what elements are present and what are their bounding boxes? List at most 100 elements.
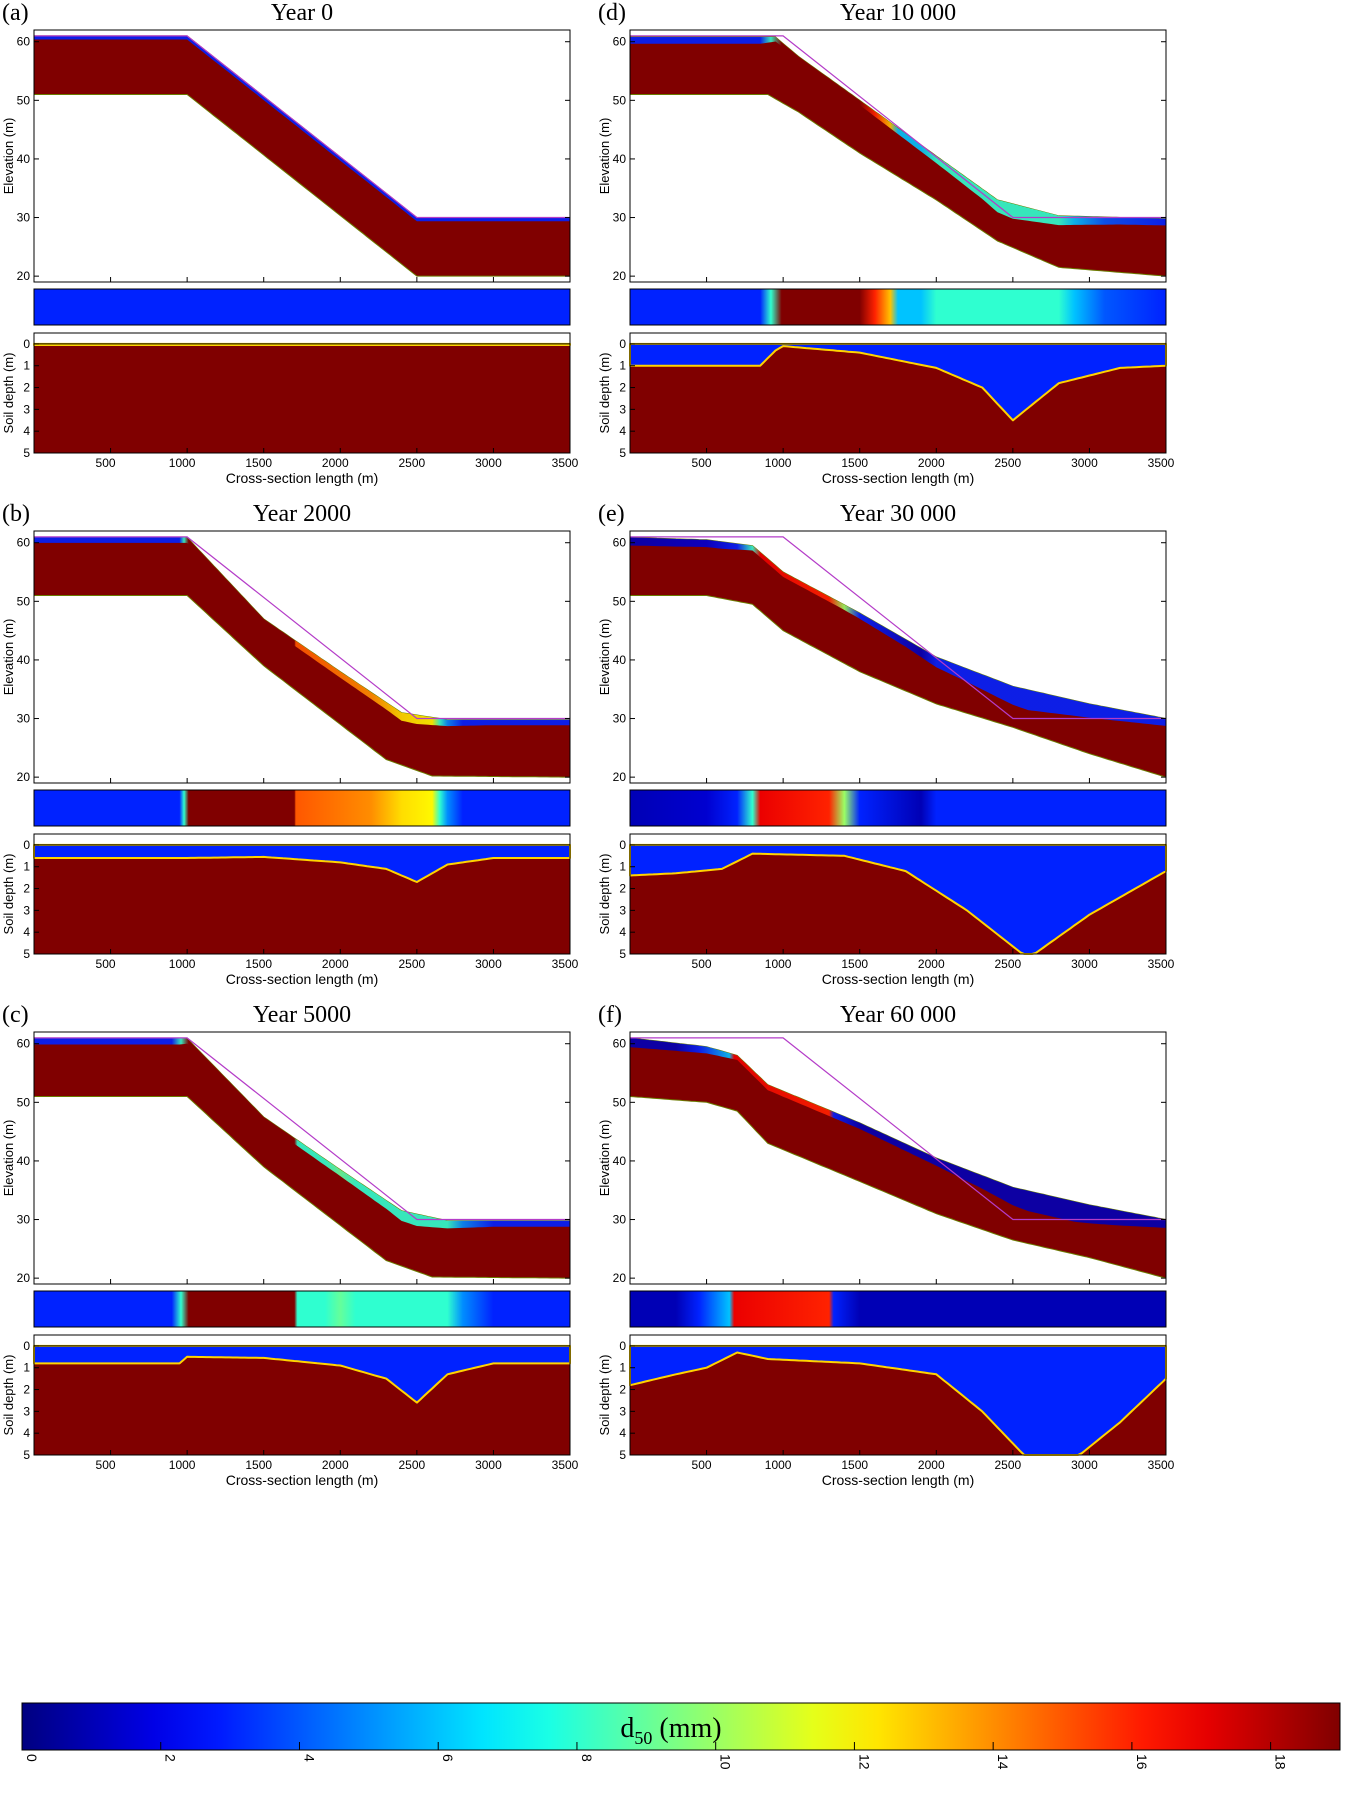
panel-title: Year 5000: [253, 1002, 351, 1028]
elevation-tick-label: 30: [17, 1213, 31, 1227]
x-axis-label: Cross-section length (m): [226, 971, 379, 987]
x-tick-label: 1000: [765, 1458, 792, 1472]
x-axis-label: Cross-section length (m): [226, 1472, 379, 1488]
elevation-tick-label: 60: [613, 536, 627, 550]
x-tick-label: 3000: [475, 957, 502, 971]
panel-title: Year 0: [271, 0, 333, 26]
elevation-tick-label: 30: [17, 211, 31, 225]
x-tick-label: 3500: [552, 957, 579, 971]
colorbar-tick-label: 14: [995, 1754, 1011, 1770]
depth-tick-label: 1: [619, 359, 626, 373]
initial-surface-line: [630, 1037, 1166, 1221]
surface-d50-strip: [33, 1290, 571, 1328]
surface-d50-strip: [629, 288, 1167, 326]
x-tick-label: 2500: [399, 957, 426, 971]
panel-title: Year 30 000: [840, 501, 956, 527]
depth-plot-frame: [629, 1334, 1167, 1456]
elevation-tick-label: 20: [17, 1271, 31, 1285]
initial-surface-line: [630, 536, 1166, 720]
depth-tick-label: 3: [619, 903, 626, 917]
elevation-axis-label: Elevation (m): [1, 619, 16, 696]
elevation-tick-label: 30: [613, 712, 627, 726]
x-tick-label: 2000: [918, 957, 945, 971]
depth-axis-label: Soil depth (m): [1, 353, 16, 434]
depth-tick-label: 4: [23, 1426, 30, 1440]
depth-tick-label: 2: [619, 381, 626, 395]
elevation-tick-label: 20: [613, 770, 627, 784]
depth-tick-label: 5: [619, 446, 626, 460]
depth-plot-frame: [629, 332, 1167, 454]
x-tick-label: 3500: [1148, 1458, 1175, 1472]
depth-tick-label: 3: [619, 1404, 626, 1418]
elevation-tick-label: 30: [17, 712, 31, 726]
depth-tick-label: 3: [23, 402, 30, 416]
depth-axis-label: Soil depth (m): [597, 353, 612, 434]
colorbar-label-sub: 50: [634, 1728, 652, 1748]
depth-tick-label: 4: [23, 424, 30, 438]
surface-d50-strip: [33, 789, 571, 827]
depth-fine-region: [629, 843, 1167, 955]
initial-surface-line: [34, 1037, 570, 1221]
depth-tick-label: 0: [23, 838, 30, 852]
depth-tick-label: 3: [23, 903, 30, 917]
colorbar-tick-label: 10: [718, 1754, 734, 1770]
x-tick-label: 1000: [169, 957, 196, 971]
x-tick-label: 3500: [1148, 456, 1175, 470]
depth-coarse-body: [34, 343, 570, 453]
x-tick-label: 1000: [169, 456, 196, 470]
panel-title: Year 2000: [253, 501, 351, 527]
initial-surface-line: [630, 35, 1166, 219]
colorbar-label-main: d: [620, 1713, 634, 1744]
depth-plot-frame: [33, 833, 571, 955]
colorbar-gradient: [21, 1702, 1341, 1751]
depth-fine-region: [33, 1344, 571, 1404]
depth-tick-label: 2: [23, 381, 30, 395]
elevation-axis-label: Elevation (m): [1, 1120, 16, 1197]
elevation-tick-label: 20: [17, 770, 31, 784]
depth-plot-frame: [33, 332, 571, 454]
x-axis-label: Cross-section length (m): [822, 971, 975, 987]
elevation-tick-label: 50: [17, 594, 31, 608]
elevation-tick-label: 40: [17, 152, 31, 166]
surface-d50-strip: [629, 1290, 1167, 1328]
depth-fine-region: [629, 342, 1167, 422]
depth-tick-label: 4: [619, 925, 626, 939]
x-tick-label: 1500: [841, 456, 868, 470]
elevation-axis-label: Elevation (m): [1, 118, 16, 195]
x-tick-label: 2000: [322, 456, 349, 470]
elevation-tick-label: 20: [17, 269, 31, 283]
elevation-tick-label: 60: [17, 536, 31, 550]
elevation-tick-label: 30: [613, 211, 627, 225]
elevation-plot-frame: [629, 29, 1167, 283]
x-tick-label: 3500: [1148, 957, 1175, 971]
x-tick-label: 2500: [995, 957, 1022, 971]
depth-plot-frame: [33, 1334, 571, 1456]
x-tick-label: 1500: [245, 1458, 272, 1472]
depth-fine-region: [629, 1344, 1167, 1456]
surface-d50-strip: [629, 789, 1167, 827]
colorbar-label-unit: (mm): [652, 1713, 721, 1744]
elevation-tick-label: 50: [17, 93, 31, 107]
colorbar-tick-label: 4: [301, 1754, 317, 1762]
x-tick-label: 500: [96, 957, 116, 971]
x-tick-label: 2500: [995, 456, 1022, 470]
panel-letter: (f): [598, 1002, 622, 1028]
depth-tick-label: 1: [619, 1361, 626, 1375]
elevation-plot-frame: [629, 1031, 1167, 1285]
depth-tick-label: 4: [619, 424, 626, 438]
colorbar: d50 (mm) 0 2 4 6 8 10 12 14 16 18: [21, 1702, 1341, 1770]
colorbar-tick-label: 18: [1273, 1754, 1289, 1770]
depth-tick-label: 0: [619, 838, 626, 852]
x-tick-label: 500: [692, 1458, 712, 1472]
panel-title: Year 60 000: [840, 1002, 956, 1028]
depth-plot-frame: [629, 833, 1167, 955]
colorbar-label: d50 (mm): [620, 1713, 721, 1748]
fine-surface-layer: [34, 35, 570, 222]
depth-tick-label: 5: [619, 947, 626, 961]
x-tick-label: 1000: [765, 456, 792, 470]
x-tick-label: 3000: [1071, 456, 1098, 470]
depth-tick-label: 2: [23, 882, 30, 896]
elevation-tick-label: 50: [613, 1095, 627, 1109]
